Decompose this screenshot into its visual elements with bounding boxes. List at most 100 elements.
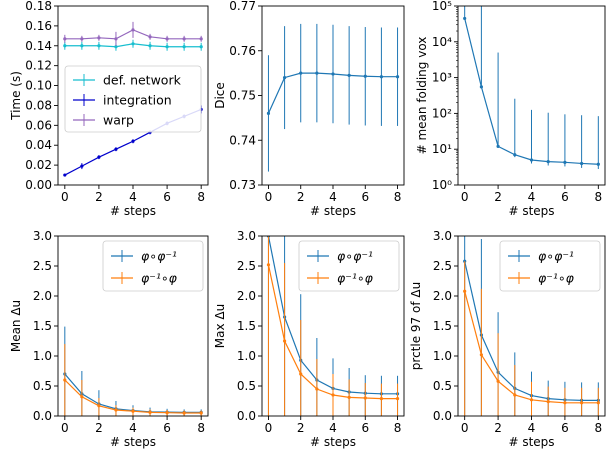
data-point <box>199 37 203 41</box>
y-tick-label: 1.5 <box>33 319 52 333</box>
y-tick-label: 1.5 <box>237 319 256 333</box>
data-point <box>63 378 67 382</box>
plot-area <box>463 6 600 169</box>
y-tick-label: 0.10 <box>25 79 52 93</box>
data-point <box>513 153 517 157</box>
y-tick-label: 2.0 <box>237 289 256 303</box>
y-tick-label: 2.0 <box>33 289 52 303</box>
x-tick-label: 4 <box>329 421 337 435</box>
x-tick-label: 6 <box>163 190 171 204</box>
subplot-5: 0 2 4 6 8 0.0 0.5 1.0 1.5 2.0 2.5 3.0 # steps Max Δu φ… <box>213 229 405 449</box>
plot-area <box>63 326 203 416</box>
legend-item: φ⁻¹∘φ <box>508 271 575 286</box>
x-tick-label: 6 <box>561 421 569 435</box>
y-tick-label: 3.0 <box>33 229 52 243</box>
data-point <box>395 397 400 401</box>
data-point <box>315 71 319 75</box>
data-point <box>80 44 84 48</box>
data-point <box>580 401 584 405</box>
data-point <box>182 45 186 49</box>
y-tick-label: 0.0 <box>433 409 452 423</box>
legend-label: φ∘φ⁻¹ <box>538 249 574 264</box>
subplot-3: 0 2 4 6 8 10⁰ 10¹ 10² 10³ 10⁴ 10⁵ # steps # mean fol… <box>415 0 606 218</box>
y-axis-label: prctle 97 of Δu <box>409 282 423 370</box>
series-1 <box>63 326 203 416</box>
plot-area <box>266 236 400 416</box>
series-2 <box>463 261 600 416</box>
data-point <box>463 16 467 21</box>
x-tick-label: 6 <box>163 421 171 435</box>
x-tick-label: 4 <box>129 421 137 435</box>
x-tick-label: 2 <box>494 421 502 435</box>
data-point <box>299 372 303 376</box>
legend-item: warp <box>73 113 134 128</box>
y-tick-label: 0.5 <box>237 379 256 393</box>
x-tick-label: 0 <box>461 190 469 204</box>
x-tick-label: 4 <box>528 190 536 204</box>
data-point <box>395 75 400 79</box>
data-point <box>563 401 567 405</box>
data-point <box>182 411 186 415</box>
x-tick-label: 4 <box>129 190 137 204</box>
data-point <box>165 37 169 41</box>
y-tick-label: 3.0 <box>237 229 256 243</box>
data-point <box>596 401 600 405</box>
y-tick-label: 0.76 <box>229 44 256 58</box>
x-tick-label: 0 <box>265 421 273 435</box>
data-point <box>131 409 135 413</box>
y-tick-label: 1.5 <box>433 319 452 333</box>
legend: def. network integration warp <box>64 65 202 133</box>
y-tick-label: 0.14 <box>25 39 52 53</box>
legend-item: integration <box>73 93 172 108</box>
data-point <box>114 147 118 151</box>
data-point <box>131 139 135 143</box>
legend-item: def. network <box>73 73 182 88</box>
y-tick-label: 0.00 <box>25 178 52 192</box>
data-point <box>63 44 67 48</box>
y-tick-label: 0.0 <box>237 409 256 423</box>
data-point <box>347 395 351 399</box>
x-tick-label: 6 <box>361 190 369 204</box>
x-axis-label: # steps <box>310 435 356 449</box>
y-tick-label: 0.75 <box>229 89 256 103</box>
data-point <box>479 85 483 89</box>
legend: φ∘φ⁻¹ φ⁻¹∘φ <box>102 240 204 292</box>
data-point <box>114 37 118 41</box>
x-axis-label: # steps <box>310 204 356 218</box>
data-point <box>580 161 584 166</box>
legend-label: def. network <box>103 73 182 88</box>
data-point <box>97 155 101 159</box>
data-point <box>379 397 384 401</box>
y-tick-label: 2.5 <box>237 259 256 273</box>
data-point <box>529 398 534 402</box>
data-point <box>266 111 271 115</box>
x-axis-label: # steps <box>110 204 156 218</box>
series-2 <box>63 344 203 416</box>
data-point <box>148 44 152 48</box>
data-point <box>165 45 169 49</box>
data-point <box>131 42 135 46</box>
x-tick-label: 6 <box>561 190 569 204</box>
x-tick-label: 8 <box>594 421 602 435</box>
plot-area <box>463 236 600 416</box>
y-tick-label: 1.0 <box>237 349 256 363</box>
x-tick-label: 8 <box>594 190 602 204</box>
legend-label: φ⁻¹∘φ <box>141 271 178 286</box>
y-tick-label: 2.5 <box>433 259 452 273</box>
data-point <box>563 160 567 164</box>
plot-area <box>266 23 400 172</box>
y-tick-label: 10¹ <box>432 142 452 156</box>
data-point <box>546 400 550 404</box>
data-point <box>63 37 67 41</box>
y-tick-label: 0.77 <box>229 0 256 13</box>
data-point <box>97 404 101 408</box>
x-tick-label: 8 <box>197 421 205 435</box>
data-point <box>546 160 550 164</box>
x-tick-label: 6 <box>361 421 369 435</box>
legend-item: φ∘φ⁻¹ <box>111 249 177 264</box>
y-tick-label: 10³ <box>432 71 452 85</box>
y-tick-label: 3.0 <box>433 229 452 243</box>
y-axis-label: # mean folding vox <box>415 37 429 155</box>
x-tick-label: 0 <box>461 421 469 435</box>
